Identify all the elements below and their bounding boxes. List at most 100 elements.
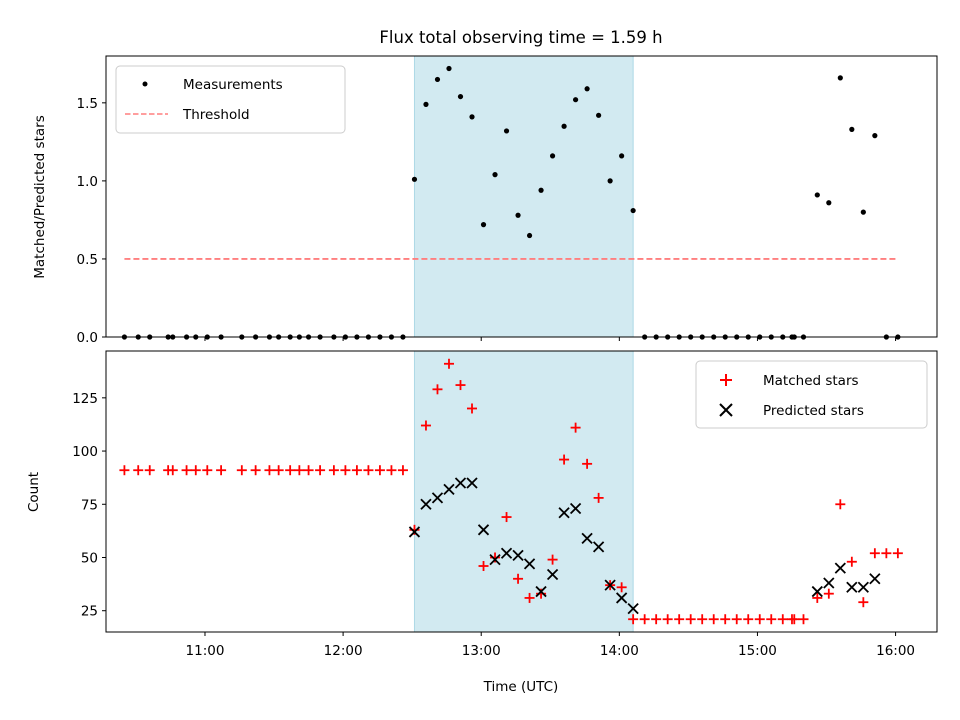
measurement-point [538, 187, 544, 193]
measurement-point [630, 207, 636, 214]
matched-point [190, 465, 201, 476]
matched-point [720, 614, 731, 625]
predicted-point [546, 568, 559, 581]
matched-point [478, 561, 489, 572]
predicted-point [604, 579, 616, 591]
measurement-point [872, 133, 878, 139]
matched-point [303, 465, 314, 476]
x-tick-label: 11:00 [186, 643, 225, 659]
matched-point [685, 614, 696, 625]
matched-point [869, 548, 880, 559]
matched-point [697, 614, 708, 625]
measurement-point [826, 200, 832, 206]
legend-x-marker [719, 403, 733, 417]
predicted-point [443, 483, 455, 496]
measurement-point [549, 153, 556, 159]
bottom-y-axis-label: Count [26, 472, 42, 512]
axes-frame [105, 55, 938, 338]
matched-point [340, 465, 351, 476]
measurement-point [480, 222, 487, 228]
matched-point [397, 465, 408, 476]
predicted-point [615, 592, 628, 604]
x-tick-label: 13:00 [462, 643, 501, 659]
legend-threshold-label: Threshold [182, 107, 250, 123]
measurement-point [411, 176, 418, 182]
legend-measurements-label: Measurements [183, 77, 283, 93]
matched-point [743, 614, 754, 625]
matched-point [455, 380, 466, 391]
y-tick-label: 25 [81, 604, 98, 620]
predicted-point [581, 532, 593, 544]
y-tick-label: 1.5 [77, 96, 98, 112]
y-tick-label: 75 [81, 497, 98, 513]
matched-point [351, 465, 362, 476]
matched-point [202, 465, 213, 476]
matched-point [559, 454, 570, 465]
matched-point [547, 554, 558, 565]
matched-point [582, 458, 593, 469]
matched-point [181, 465, 192, 476]
predicted-point [535, 585, 547, 598]
matched-point [892, 548, 903, 559]
predicted-point [823, 577, 835, 589]
matched-point [513, 573, 524, 584]
matched-point [639, 614, 650, 625]
measurement-point [492, 172, 498, 178]
x-tick-label: 15:00 [738, 643, 777, 659]
matched-point [273, 465, 284, 476]
measurement-point [860, 209, 866, 215]
measurement-point [434, 76, 441, 83]
predicted-point [592, 541, 605, 553]
bottom-legend-box [695, 360, 928, 429]
matched-point [708, 614, 719, 625]
measurement-point [814, 192, 820, 198]
matched-point [250, 465, 261, 476]
predicted-point [857, 581, 869, 593]
predicted-point [512, 549, 524, 562]
matched-point [386, 465, 397, 476]
matched-point [789, 614, 800, 625]
matched-point [443, 358, 454, 369]
measurement-point [849, 126, 855, 132]
matched-point [374, 465, 385, 476]
matched-point [467, 403, 478, 414]
predicted-point [869, 573, 881, 585]
predicted-point [569, 502, 582, 515]
matched-point [119, 465, 130, 476]
measurement-point [526, 232, 533, 239]
x-tick-label: 16:00 [876, 643, 915, 659]
y-tick-label: 50 [81, 550, 98, 566]
matched-point [432, 384, 443, 395]
matched-point [593, 492, 604, 503]
x-axis-label: Time (UTC) [483, 679, 559, 695]
axes-frame [105, 350, 938, 633]
y-tick-label: 100 [72, 444, 98, 460]
matched-point [628, 614, 639, 625]
matched-point [674, 614, 685, 625]
top-legend: Measurements Threshold [115, 65, 346, 134]
matched-point [798, 614, 809, 625]
predicted-point [846, 581, 858, 593]
measurement-point [607, 178, 613, 184]
measurement-point [584, 86, 590, 92]
matched-point [662, 614, 673, 625]
legend-predicted-label: Predicted stars [763, 403, 864, 419]
measurement-point [457, 93, 464, 100]
predicted-point [500, 547, 513, 559]
predicted-point [408, 526, 421, 538]
matched-point [777, 614, 788, 625]
matched-point [363, 465, 374, 476]
measurement-point [572, 97, 579, 103]
matched-point [731, 614, 742, 625]
measurement-point [446, 65, 452, 72]
figure-title: Flux total observing time = 1.59 h [379, 28, 662, 47]
predicted-point [811, 585, 823, 598]
matched-point [133, 465, 144, 476]
predicted-point [627, 602, 639, 615]
matched-point [881, 548, 892, 559]
matched-point [420, 420, 431, 431]
matched-point [167, 465, 178, 476]
matched-point [766, 614, 777, 625]
top-legend-box [115, 65, 346, 134]
